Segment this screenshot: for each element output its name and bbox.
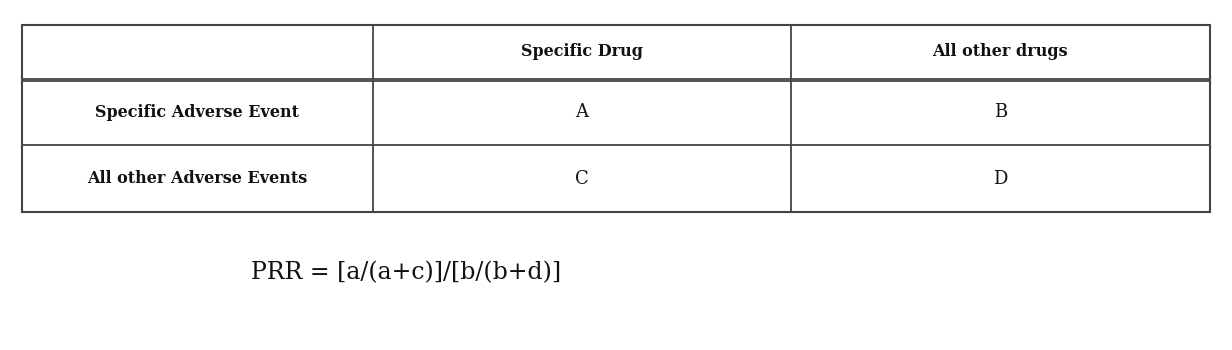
Text: All other Adverse Events: All other Adverse Events <box>87 170 308 187</box>
Text: All other drugs: All other drugs <box>933 43 1068 60</box>
Text: B: B <box>993 103 1007 121</box>
Text: Specific Drug: Specific Drug <box>521 43 643 60</box>
Bar <box>22 25 1210 212</box>
Text: C: C <box>574 169 589 188</box>
Text: PRR = [a/(a+c)]/[b/(b+d)]: PRR = [a/(a+c)]/[b/(b+d)] <box>251 261 562 285</box>
Text: Specific Adverse Event: Specific Adverse Event <box>95 104 299 120</box>
Text: A: A <box>575 103 588 121</box>
Text: D: D <box>993 169 1008 188</box>
